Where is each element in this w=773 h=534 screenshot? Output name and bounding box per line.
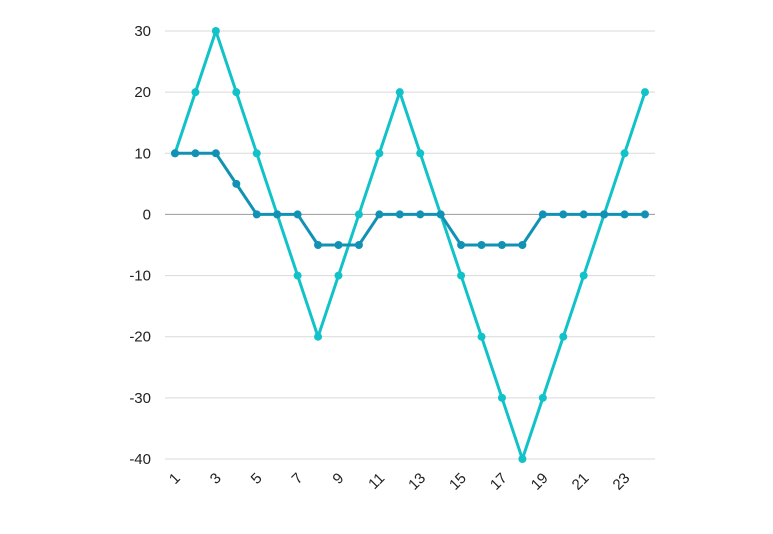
series-2-point	[252, 210, 261, 219]
series-1-point	[457, 271, 466, 280]
y-tick-label: 10	[134, 145, 151, 162]
series-1-point	[293, 271, 302, 280]
y-tick-label: -20	[129, 329, 151, 346]
series-1-point	[191, 88, 200, 97]
series-2-point	[518, 241, 527, 249]
y-tick-label: 20	[134, 84, 151, 101]
series-2-point	[314, 241, 323, 249]
series-2-point	[273, 210, 282, 219]
y-tick-label: -40	[129, 451, 151, 468]
series-1-point	[232, 88, 241, 97]
series-2-point	[416, 210, 425, 219]
x-tick-label: 11	[365, 470, 388, 493]
series-1-point	[538, 393, 547, 402]
y-tick-label: 0	[143, 206, 151, 223]
series-1-point	[314, 332, 323, 341]
x-tick-label: 17	[487, 470, 511, 494]
series-2-point	[559, 210, 568, 219]
series-2-point	[600, 210, 609, 219]
x-axis-ticks: 1 3 5 7 9 11 13 15 17 19 21 23	[166, 470, 633, 494]
series-2-point	[354, 241, 363, 249]
series-1-point	[620, 149, 629, 158]
series-1-point	[416, 149, 425, 158]
series-2-point	[579, 210, 588, 219]
series-2-point	[293, 210, 302, 219]
series-1-point	[518, 455, 527, 463]
series-2-point	[334, 241, 343, 249]
x-tick-label: 7	[289, 470, 307, 488]
series-2-point	[211, 149, 220, 158]
gridlines	[165, 30, 655, 460]
series-1-point	[395, 88, 404, 97]
series-1-point	[252, 149, 261, 158]
series-group	[171, 27, 650, 463]
series-1-point	[559, 332, 568, 341]
y-axis-ticks: 30 20 10 0 -10 -20 -30 -40	[129, 23, 151, 468]
series-2-point	[171, 149, 179, 158]
x-tick-label: 21	[569, 470, 593, 494]
series-1-point	[334, 271, 343, 280]
series-2-point	[641, 210, 650, 219]
x-tick-label: 23	[610, 470, 634, 494]
x-tick-label: 13	[405, 470, 429, 494]
series-2-point	[538, 210, 547, 219]
series-2-point	[191, 149, 200, 158]
series-1-point	[354, 210, 363, 219]
series-2-point	[620, 210, 629, 219]
series-1-point	[497, 393, 506, 402]
series-1-point	[375, 149, 384, 158]
x-tick-label: 1	[166, 470, 184, 488]
x-tick-label: 5	[248, 470, 266, 488]
x-tick-label: 3	[207, 470, 225, 488]
series-2-point	[497, 241, 506, 249]
x-tick-label: 19	[528, 470, 552, 494]
series-2-point	[457, 241, 466, 249]
y-tick-label: -30	[129, 390, 151, 407]
y-tick-label: 30	[134, 23, 151, 40]
series-2-line	[173, 151, 647, 247]
series-2-point	[395, 210, 404, 219]
series-2-point	[477, 241, 486, 249]
series-2-point	[436, 210, 445, 219]
series-1-point	[579, 271, 588, 280]
series-1-point	[641, 88, 650, 97]
series-1	[171, 27, 650, 463]
series-2-point	[375, 210, 384, 219]
series-1-point	[211, 27, 220, 35]
series-1-point	[477, 332, 486, 341]
series-2	[171, 149, 650, 249]
series-1-line	[173, 29, 647, 461]
x-tick-label: 9	[329, 470, 347, 488]
y-tick-label: -10	[129, 268, 151, 285]
x-tick-label: 15	[446, 470, 470, 494]
series-2-point	[232, 179, 241, 188]
